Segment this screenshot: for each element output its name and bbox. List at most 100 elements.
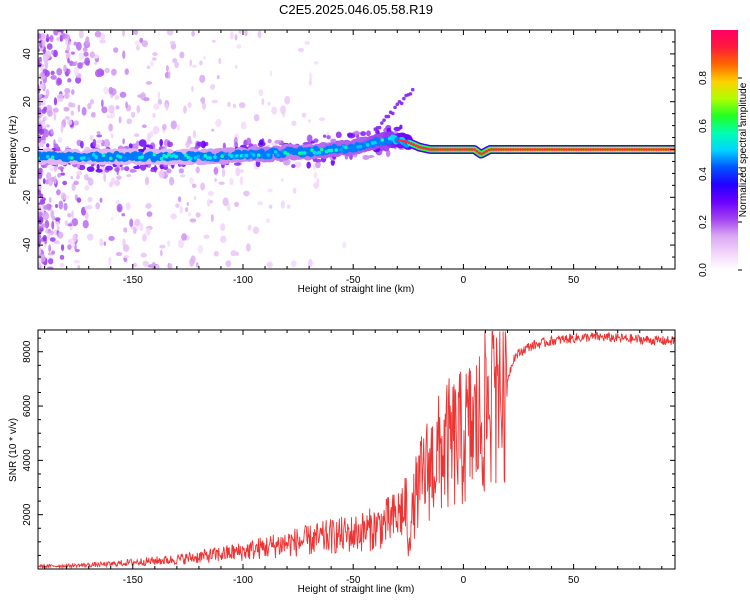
spectrogram-speckle-blob: [86, 204, 93, 210]
ridge-core: [565, 148, 568, 151]
spectrogram-speckle-blob: [132, 262, 138, 268]
ridge-core: [482, 151, 486, 155]
spectrogram-speckle-blob: [125, 202, 131, 211]
ridge-core: [494, 148, 498, 151]
spectrogram-speckle-blob: [94, 30, 102, 38]
spectrogram-speckle-blob: [114, 179, 120, 187]
ridge-core: [422, 146, 425, 150]
spectrogram-speckle-blob: [158, 169, 165, 179]
spectrogram-speckle-blob: [62, 180, 68, 186]
y-tick-label: 8000: [22, 340, 33, 363]
ridge-core: [625, 148, 629, 151]
spectrogram-speckle-blob: [182, 105, 187, 114]
spectrogram-speckle-blob: [111, 217, 114, 221]
ridge-core: [536, 148, 539, 151]
spectrogram-speckle-blob: [142, 233, 147, 242]
spectrogram-speckle-blob: [253, 114, 260, 122]
spectrogram-speckle-blob: [227, 101, 231, 108]
ridge-core: [50, 155, 55, 160]
ridge-core: [436, 148, 440, 151]
spectrogram-speckle-blob: [165, 64, 169, 72]
x-tick-label: -150: [123, 575, 143, 586]
ridge-core: [339, 148, 343, 152]
snr-panel: -150 -100 -50 0 50 2000 4000 6000 8000 Height o…: [8, 329, 676, 595]
spectrogram-speckle-blob: [139, 162, 147, 171]
ridge-core: [448, 148, 452, 151]
ridge-core: [203, 153, 208, 158]
spectrogram-speckle-blob: [67, 244, 72, 251]
spectrogram-speckle-blob: [105, 165, 113, 171]
spectrogram-speckle-blob: [87, 102, 92, 110]
spectrogram-speckle-blob: [48, 177, 53, 187]
spectrogram-speckle-blob: [245, 243, 251, 252]
ridge-core: [601, 148, 605, 151]
spectrogram-speckle-blob: [104, 67, 110, 74]
spectrogram-speckle-blob: [306, 161, 311, 169]
colorbar: 0.0 0.2 0.4 0.6 0.8 Normalized spectral ampl…: [698, 30, 749, 277]
spectrogram-speckle-blob: [70, 51, 75, 55]
spectrogram-speckle-blob: [57, 93, 64, 103]
ridge-core: [188, 157, 193, 161]
ridge-core: [618, 148, 622, 151]
spectrogram-speckle-blob: [234, 201, 239, 207]
spectrogram-speckle-blob: [95, 168, 103, 173]
ridge-core: [439, 148, 442, 151]
ridge-core: [589, 148, 593, 151]
spectrogram-speckle-blob: [172, 57, 178, 64]
spectrogram-speckle-blob: [380, 121, 384, 125]
spectrogram-speckle-blob: [135, 45, 140, 51]
ridge-core: [118, 155, 123, 159]
spectrogram-speckle-blob: [63, 202, 68, 211]
spectrogram-speckle-blob: [267, 101, 271, 106]
spectrogram-speckle-blob: [86, 166, 95, 172]
spectrogram-speckle-blob: [57, 231, 64, 239]
ridge-core: [380, 138, 385, 142]
spectrogram-speckle-blob: [96, 131, 101, 135]
spectrogram-speckle-blob: [38, 48, 41, 53]
spectrogram-speckle-blob: [71, 218, 79, 227]
spectrogram-speckle-blob: [402, 96, 406, 101]
spectrogram-speckle-blob: [215, 118, 222, 127]
spectrogram-speckle-blob: [106, 115, 113, 119]
spectrogram-speckle-blob: [155, 264, 159, 269]
y-tick-label: 0: [22, 146, 33, 152]
spectrogram-speckle-blob: [216, 75, 220, 80]
spectrogram-speckle-blob: [145, 203, 152, 209]
spectrogram-speckle-blob: [197, 244, 204, 254]
spectrogram-speckle-blob: [43, 204, 50, 210]
spectrogram-speckle-blob: [44, 128, 48, 138]
spectrogram-speckle-blob: [63, 106, 70, 112]
ridge-core: [344, 145, 348, 150]
ridge-core: [579, 148, 583, 151]
spectrogram-speckle-blob: [75, 41, 82, 51]
ridge-core: [152, 152, 157, 157]
spectrogram-speckle-blob: [313, 60, 319, 65]
ridge-core: [606, 148, 610, 151]
ridge-core: [402, 140, 406, 143]
spectrogram-speckle-blob: [192, 130, 197, 139]
spectrogram-speckle-blob: [60, 192, 67, 201]
spectrogram-speckle-blob: [70, 110, 75, 116]
spectrogram-speckle-blob: [214, 178, 217, 182]
spectrogram-speckle-blob: [268, 204, 273, 209]
spectrogram-speckle-blob: [167, 141, 174, 148]
ridge-core: [213, 155, 217, 159]
spectrogram-speckle-blob: [38, 106, 42, 115]
spectrogram-speckle-blob: [179, 51, 185, 59]
spectrogram-speckle-blob: [138, 139, 147, 147]
spectrogram-speckle-blob: [57, 77, 63, 86]
spectrogram-speckle-blob: [234, 34, 238, 41]
spectrogram-speckle-blob: [218, 181, 225, 185]
y-tick-label: -40: [22, 237, 33, 252]
spectrogram-speckle-blob: [386, 114, 391, 119]
spectrogram-speckle-blob: [67, 223, 73, 227]
spectrogram-speckle-blob: [63, 64, 67, 73]
spectrogram-speckle-blob: [191, 64, 198, 68]
colorbar-label: Normalized spectral amplitude: [738, 82, 749, 217]
x-tick-label: -150: [123, 275, 143, 286]
spectrogram-speckle-blob: [76, 170, 83, 176]
spectrogram-speckle-blob: [280, 105, 287, 115]
spectrogram-speckle-blob: [47, 258, 54, 265]
spectrogram-speckle-blob: [122, 30, 125, 37]
ridge-core: [334, 148, 339, 152]
